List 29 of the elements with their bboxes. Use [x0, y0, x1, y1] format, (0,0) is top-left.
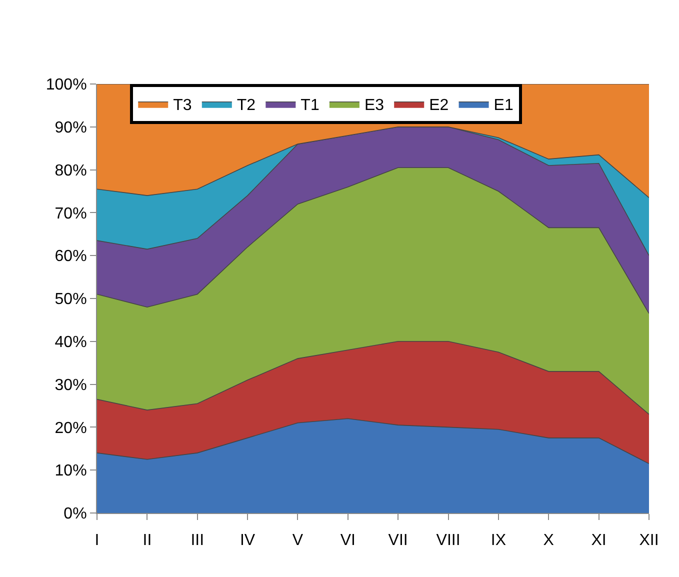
- x-tick-label: V: [292, 532, 304, 550]
- x-tick-label: III: [190, 532, 204, 550]
- legend-label: T1: [300, 97, 320, 114]
- legend-label: E3: [364, 97, 384, 114]
- x-tick-label: X: [543, 532, 554, 550]
- y-tick-label: 80%: [54, 162, 87, 180]
- legend-label: E1: [494, 97, 514, 114]
- legend-label: E2: [429, 97, 449, 114]
- y-tick-label: 60%: [54, 248, 87, 266]
- x-tick-label: IX: [490, 532, 506, 550]
- x-tick-label: IV: [240, 532, 256, 550]
- x-tick-label: VIII: [436, 532, 460, 550]
- y-tick-label: 10%: [54, 462, 87, 480]
- x-tick-label: I: [94, 532, 100, 550]
- y-tick-label: 0%: [64, 506, 87, 523]
- legend-label: T3: [173, 97, 192, 114]
- y-tick-label: 100%: [46, 76, 87, 94]
- y-tick-label: 20%: [54, 420, 87, 437]
- x-tick-label: VI: [340, 532, 356, 550]
- legend-label: T2: [236, 97, 256, 114]
- y-tick-label: 90%: [54, 120, 87, 136]
- y-tick-label: 70%: [54, 205, 87, 222]
- y-tick-label: 40%: [54, 334, 87, 351]
- y-tick-label: 30%: [54, 376, 87, 394]
- x-tick-label: VII: [388, 532, 408, 550]
- y-tick-label: 50%: [54, 291, 87, 308]
- x-tick-label: XI: [591, 532, 606, 550]
- x-tick-label: II: [142, 532, 152, 550]
- x-tick-label: XII: [639, 532, 659, 550]
